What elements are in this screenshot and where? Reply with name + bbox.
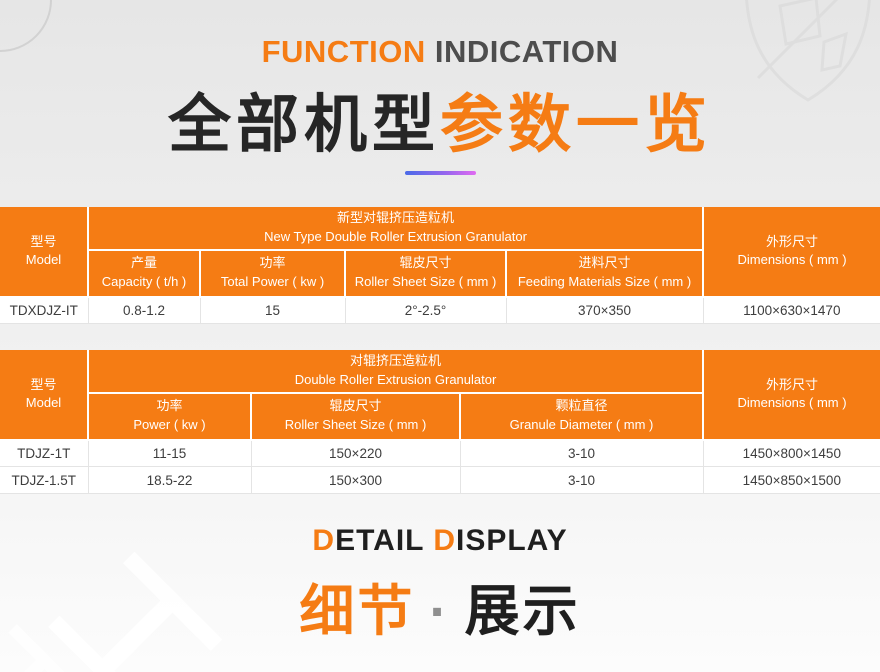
detail-cn-orange-part: 细节 [299,580,416,642]
header-roller-sheet-size: 辊皮尺寸 Roller Sheet Size ( mm ) [250,391,461,441]
cell-total-power: 15 [199,296,346,325]
header-roller-sheet-size: 辊皮尺寸 Roller Sheet Size ( mm ) [344,248,507,298]
function-indication-heading: FUNCTION INDICATION [0,34,880,70]
header-granule-diameter-cn: 颗粒直径 [555,398,608,414]
header-feeding-size-en: Feeding Materials Size ( mm ) [517,274,692,290]
spec-table-double-roller-granulator: 型号 Model 对辊挤压造粒机 Double Roller Extrusion… [0,350,880,495]
header-group-en: Double Roller Extrusion Granulator [294,371,497,387]
detail-cn-dot: · [429,580,451,642]
header-dimensions-en: Dimensions ( mm ) [737,395,847,411]
header-power: 功率 Power ( kw ) [87,391,252,441]
header-roller-sheet-size-cn: 辊皮尺寸 [329,398,382,414]
header-group-cn: 对辊挤压造粒机 [350,353,442,368]
page-title-dark-part: 全部机型 [168,90,440,160]
detail-rest1-dark: ETAIL [335,524,434,557]
cell-model: TDXDJZ-IT [0,296,89,325]
cell-power: 18.5-22 [87,466,252,495]
header-dimensions-cn: 外形尺寸 [766,376,819,392]
header-granule-diameter-en: Granule Diameter ( mm ) [509,417,654,433]
cell-dimensions: 1100×630×1470 [702,296,880,325]
header-model: 型号 Model [0,207,89,298]
detail-cn-dark-part: 展示 [464,580,581,642]
header-group-cn: 新型对辊挤压造粒机 [337,210,455,225]
header-dimensions: 外形尺寸 Dimensions ( mm ) [702,207,880,298]
eyebrow-orange-text: FUNCTION [261,34,426,69]
header-roller-sheet-size-en: Roller Sheet Size ( mm ) [284,417,427,433]
cell-model: TDJZ-1T [0,439,89,468]
header-capacity-en: Capacity ( t/h ) [101,274,187,290]
header-total-power: 功率 Total Power ( kw ) [199,248,346,298]
cell-roller-sheet-size: 2°-2.5° [344,296,507,325]
table-row: TDXDJZ-IT 0.8-1.2 15 2°-2.5° 370×350 110… [0,296,880,325]
header-feeding-size-cn: 进料尺寸 [578,255,631,271]
header-roller-sheet-size-en: Roller Sheet Size ( mm ) [354,274,497,290]
cell-power: 11-15 [87,439,252,468]
header-dimensions-cn: 外形尺寸 [766,233,819,249]
header-model-en: Model [25,395,62,411]
cell-dimensions: 1450×850×1500 [702,466,880,495]
header-model-cn: 型号 [30,233,57,249]
header-group-title: 对辊挤压造粒机 Double Roller Extrusion Granulat… [86,350,705,394]
header-dimensions: 外形尺寸 Dimensions ( mm ) [702,350,880,441]
header-total-power-en: Total Power ( kw ) [220,274,325,290]
cell-feeding-size: 370×350 [505,296,704,325]
header-feeding-size: 进料尺寸 Feeding Materials Size ( mm ) [504,248,705,298]
detail-cn-heading: 细节 · 展示 [0,566,880,646]
header-capacity: 产量 Capacity ( t/h ) [87,248,201,298]
page-title: 全部机型参数一览 [0,74,880,165]
cell-granule-diameter: 3-10 [459,439,704,468]
cell-capacity: 0.8-1.2 [87,296,201,325]
page-title-orange-part: 参数一览 [440,90,712,160]
header-total-power-cn: 功率 [259,255,286,271]
header-group-en: New Type Double Roller Extrusion Granula… [264,228,527,244]
header-power-cn: 功率 [156,398,183,414]
header-power-en: Power ( kw ) [133,417,206,433]
header-group-title: 新型对辊挤压造粒机 New Type Double Roller Extrusi… [86,207,705,251]
detail-display-heading: DETAIL DISPLAY [0,524,880,558]
cell-granule-diameter: 3-10 [459,466,704,495]
header-dimensions-en: Dimensions ( mm ) [737,252,847,268]
header-capacity-cn: 产量 [130,255,157,271]
title-underline-accent [405,171,476,175]
eyebrow-dark-text: INDICATION [425,34,619,69]
header-model-en: Model [25,252,62,268]
cell-roller-sheet-size: 150×300 [250,466,461,495]
cell-roller-sheet-size: 150×220 [250,439,461,468]
detail-d1-orange: D [312,524,336,557]
detail-d2-orange: D [433,524,456,557]
cell-dimensions: 1450×800×1450 [702,439,880,468]
header-granule-diameter: 颗粒直径 Granule Diameter ( mm ) [458,391,705,441]
detail-rest2-dark: ISPLAY [455,524,568,557]
header-model-cn: 型号 [30,376,57,392]
cell-model: TDJZ-1.5T [0,466,89,495]
table-row: TDJZ-1.5T 18.5-22 150×300 3-10 1450×850×… [0,466,880,495]
table-row: TDJZ-1T 11-15 150×220 3-10 1450×800×1450 [0,439,880,468]
header-roller-sheet-size-cn: 辊皮尺寸 [399,255,452,271]
spec-table-new-type-granulator: 型号 Model 新型对辊挤压造粒机 New Type Double Rolle… [0,207,880,325]
header-model: 型号 Model [0,350,89,441]
